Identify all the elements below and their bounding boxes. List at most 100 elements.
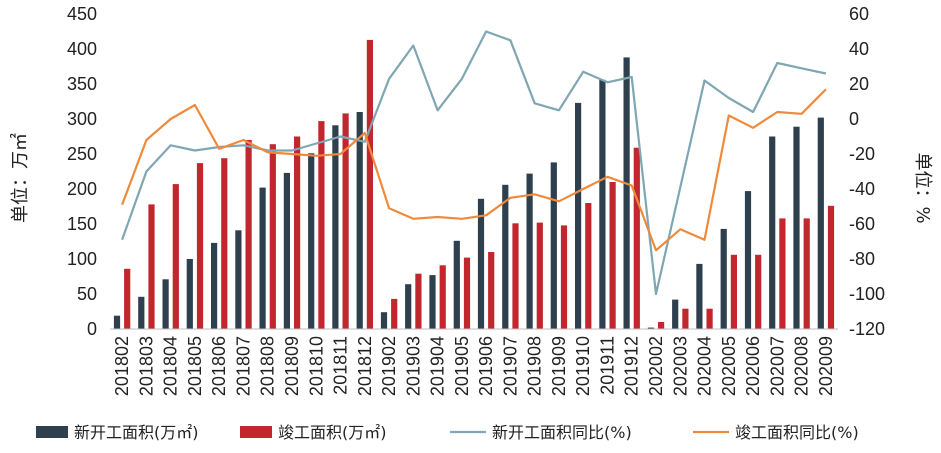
y-right-tick--80: -80	[849, 249, 875, 269]
bar-s1-201811	[342, 113, 349, 330]
x-tick-201910: 201910	[573, 336, 593, 396]
bar-s1-201808	[269, 144, 276, 329]
bar-s1-202006	[755, 254, 762, 329]
y-left-tick-100: 100	[67, 249, 97, 269]
bar-s1-201804	[172, 184, 179, 329]
x-tick-201912: 201912	[622, 336, 642, 396]
bar-s1-201902	[391, 298, 398, 329]
x-tick-202006: 202006	[743, 336, 763, 396]
x-tick-201905: 201905	[452, 336, 472, 396]
x-tick-201803: 201803	[136, 336, 156, 396]
bar-s0-201810	[308, 153, 315, 329]
x-tick-201812: 201812	[355, 336, 375, 396]
x-tick-201903: 201903	[403, 336, 423, 396]
bar-s1-202009	[827, 205, 835, 329]
bar-s0-201806	[211, 242, 218, 329]
bar-s1-201908	[536, 222, 543, 329]
bar-s1-201909	[560, 225, 568, 329]
legend: 新开工面积(万㎡) 竣工面积(万㎡) 新开工面积同比(%) 竣工面积同比(%)	[36, 423, 859, 442]
bar-s0-202002	[647, 327, 654, 329]
y-left-tick-150: 150	[67, 214, 97, 234]
bar-s1-201904	[439, 265, 446, 329]
bar-s1-202002	[658, 322, 665, 329]
legend-label-3: 竣工面积同比(%)	[735, 423, 859, 442]
legend-swatch-0	[36, 426, 68, 438]
x-tick-202009: 202009	[816, 336, 836, 396]
bar-s1-201903	[415, 273, 422, 329]
x-tick-201907: 201907	[500, 336, 520, 396]
bar-s0-201802	[113, 315, 121, 329]
bar-s1-201906	[488, 252, 495, 329]
x-tick-201808: 201808	[258, 336, 278, 396]
bar-s1-201805	[196, 163, 204, 329]
y-right-tick--120: -120	[849, 319, 885, 339]
y-left-tick-50: 50	[77, 284, 97, 304]
bar-s0-201904	[429, 275, 436, 329]
y-left-tick-300: 300	[67, 109, 97, 129]
y-axis-right-title: 单位：%	[912, 152, 933, 223]
bar-s0-202009	[817, 117, 824, 329]
bars-layer	[113, 39, 835, 330]
bar-s1-201803	[148, 204, 155, 329]
x-tick-202008: 202008	[792, 336, 812, 396]
series-line-0	[121, 30, 827, 296]
x-tick-201902: 201902	[379, 336, 399, 396]
bar-s1-202003	[682, 308, 689, 329]
x-tick-201809: 201809	[282, 336, 302, 396]
y-left-tick-350: 350	[67, 74, 97, 94]
x-tick-201906: 201906	[476, 336, 496, 396]
bar-s0-201803	[138, 296, 145, 329]
x-tick-201805: 201805	[185, 336, 205, 396]
y-right-tick-40: 40	[849, 39, 869, 59]
bar-s1-201911	[609, 182, 616, 329]
y-right-tick-20: 20	[849, 74, 869, 94]
y-left-tick-250: 250	[67, 144, 97, 164]
y-left-tick-200: 200	[67, 179, 97, 199]
y-right-tick-60: 60	[849, 4, 869, 24]
bar-s0-201811	[332, 125, 339, 329]
bar-s0-201804	[162, 279, 169, 329]
x-axis: 201802 201803 201804 201805 201806 201807 2018…	[110, 328, 838, 396]
x-tick-202003: 202003	[670, 336, 690, 396]
x-tick-201802: 201802	[112, 336, 132, 396]
bar-s1-201812	[366, 39, 373, 330]
legend-label-2: 新开工面积同比(%)	[492, 423, 632, 442]
bar-s0-201907	[502, 184, 509, 329]
bar-s0-202003	[672, 299, 679, 329]
bar-s0-201909	[550, 162, 557, 329]
bar-s1-202004	[706, 308, 713, 329]
bar-s1-201905	[463, 257, 471, 329]
y-left-tick-400: 400	[67, 39, 97, 59]
bar-s1-202007	[779, 218, 786, 329]
bar-s1-202008	[803, 218, 810, 329]
bar-s0-201808	[259, 187, 266, 329]
bar-s1-201912	[633, 147, 640, 329]
bar-s0-202007	[769, 136, 776, 329]
x-tick-201908: 201908	[525, 336, 545, 396]
y-left-tick-0: 0	[87, 319, 97, 339]
bar-s0-201912	[623, 57, 630, 330]
bar-s0-201908	[526, 173, 533, 329]
x-tick-201904: 201904	[428, 336, 448, 396]
x-tick-202007: 202007	[767, 336, 787, 396]
y-right-tick--100: -100	[849, 284, 885, 304]
legend-label-1: 竣工面积(万㎡)	[278, 423, 387, 442]
legend-swatch-1	[240, 426, 272, 438]
bar-s1-201809	[294, 136, 301, 329]
x-tick-201810: 201810	[306, 336, 326, 396]
legend-label-0: 新开工面积(万㎡)	[74, 423, 199, 442]
y-right-tick--60: -60	[849, 214, 875, 234]
x-tick-202004: 202004	[695, 336, 715, 396]
x-tick-201909: 201909	[549, 336, 569, 396]
bar-s0-201910	[575, 102, 582, 330]
bar-s1-201806	[221, 158, 228, 329]
y-right-tick-0: 0	[849, 109, 859, 129]
bar-s1-202005	[730, 254, 737, 329]
bar-s0-201809	[283, 172, 290, 329]
bar-s1-201907	[512, 223, 519, 329]
x-tick-202002: 202002	[646, 336, 666, 396]
bar-s0-202008	[793, 126, 800, 329]
x-tick-201911: 201911	[598, 336, 618, 395]
